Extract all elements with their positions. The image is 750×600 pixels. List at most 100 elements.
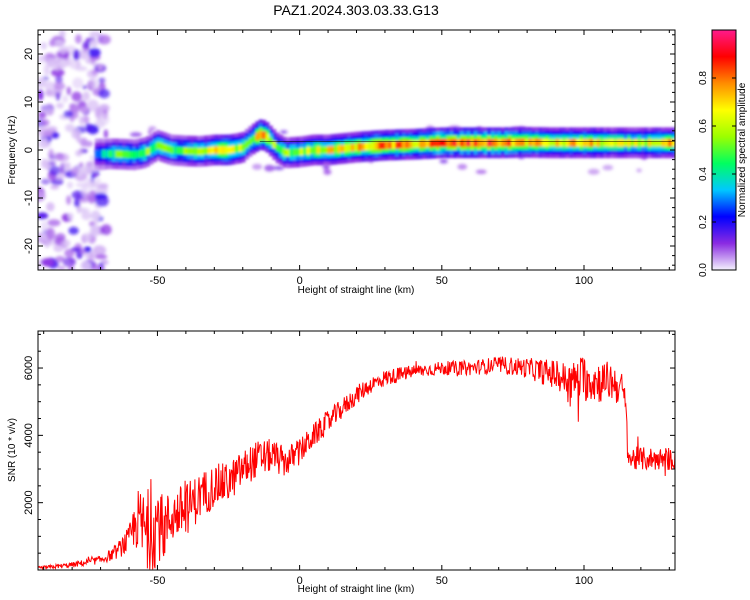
spectrogram-ridge-cell <box>514 138 519 147</box>
spectrogram-noise-cell <box>45 89 53 97</box>
spectrogram-ridge-cell <box>146 147 151 156</box>
spectrogram-ylabel: Frequency (Hz) <box>7 116 18 185</box>
spectrogram-noise-cell <box>38 190 46 202</box>
spectrogram-ridge-cell <box>381 141 386 150</box>
spectrogram-ridge-cell <box>224 146 229 154</box>
spectrogram-ridge-cell <box>316 146 321 154</box>
spectrogram-ticks: -50 0 50 100 -20 -10 0 10 20 <box>23 30 675 287</box>
spectrogram-ridge-cell <box>419 140 424 148</box>
x-tick-label: 100 <box>575 575 593 587</box>
spectrogram-ridge-cell <box>354 143 359 151</box>
spectrogram-ridge-cell <box>521 138 526 147</box>
spectrogram-ridge-cell <box>528 138 533 147</box>
spectrogram-noise-cell <box>44 242 50 248</box>
spectrogram-noise-cell <box>40 42 48 50</box>
spectrogram-ridge-cell <box>180 146 185 155</box>
spectrogram-noise-cell <box>59 84 66 90</box>
spectrogram-noise-cell <box>68 264 75 270</box>
spectrogram-ridge-cell <box>101 150 106 158</box>
spectrogram-noise-cell <box>56 102 64 109</box>
spectrogram-ridge-cell <box>296 148 301 156</box>
spectrogram-noise-cell <box>41 158 48 169</box>
spectrogram-ridge-cell <box>234 144 239 153</box>
y-tick-label: 10 <box>23 96 35 108</box>
spectrogram-ridge-cell <box>384 141 389 149</box>
spectrogram-noise-cell <box>49 165 61 176</box>
spectrogram-ridge-cell <box>497 139 502 147</box>
spectrogram-ridge-cell <box>504 138 509 147</box>
spectrogram-ridge-cell <box>361 142 366 151</box>
spectrogram-noise-cell <box>55 175 64 181</box>
spectrogram-ridge-cell <box>176 146 181 155</box>
spectrogram-noise-cell <box>95 178 101 184</box>
spectrogram-ridge-cell <box>115 150 120 158</box>
spectrogram-noise-cell <box>58 45 69 54</box>
spectrogram-ridge-cell <box>309 146 314 155</box>
spectrogram-ridge-cell <box>135 150 140 159</box>
x-tick-label: 0 <box>297 575 303 587</box>
spectrogram-noise-cell <box>602 164 614 171</box>
spectrogram-noise-cell <box>40 105 54 113</box>
spectrogram-ridge-cell <box>480 139 485 147</box>
spectrogram-ridge-cell <box>425 139 430 148</box>
spectrogram-noise-cell <box>59 30 66 39</box>
spectrogram-ridge-cell <box>340 144 345 153</box>
spectrogram-noise-cell <box>92 245 107 256</box>
spectrogram-ridge-cell <box>108 150 113 158</box>
spectrogram-noise-cell <box>68 226 79 235</box>
spectrogram-noise-cell <box>97 113 110 126</box>
spectrogram-noise-cell <box>97 63 104 71</box>
spectrogram-ridge-cell <box>576 139 580 147</box>
colorbar-tick-label: 0.2 <box>698 215 709 229</box>
spectrogram-noise-cell <box>71 91 82 102</box>
x-tick-label: 0 <box>297 275 303 287</box>
spectrogram-noise-cell <box>70 167 79 176</box>
spectrogram-ridge-cell <box>303 147 307 156</box>
spectrogram-ridge-cell <box>122 150 127 159</box>
spectrogram-ridge-cell <box>125 150 130 159</box>
spectrogram-noise-cell <box>90 189 95 199</box>
spectrogram-ridge-cell <box>463 139 468 147</box>
snr-ticks: -50 0 50 100 2000 4000 6000 <box>23 331 675 587</box>
spectrogram-ridge-cell <box>477 139 482 147</box>
spectrogram-noise-cell <box>40 221 48 232</box>
spectrogram-ridge-cell <box>163 143 168 152</box>
spectrogram-ridge-cell <box>142 148 147 157</box>
spectrogram-ridge-cell <box>511 138 516 147</box>
colorbar-gradient <box>712 30 736 270</box>
spectrogram-ridge-cell <box>268 137 273 145</box>
spectrogram-noise-cell <box>88 252 96 262</box>
spectrogram-noise-cell <box>38 238 50 244</box>
spectrogram-noise-cell <box>69 59 81 70</box>
spectrogram-noise-cell <box>81 207 87 214</box>
spectrogram-noise-cell <box>98 82 106 90</box>
spectrogram-ridge-cell <box>197 147 202 156</box>
spectrogram-ridge-cell <box>333 145 338 154</box>
spectrogram-ridge-cell <box>347 144 352 152</box>
snr-ylabel: SNR (10 * v/v) <box>7 418 18 482</box>
spectrogram-noise-cell <box>46 227 56 240</box>
spectrogram-ridge-cell <box>422 139 427 148</box>
spectrogram-ridge-cell <box>132 150 137 159</box>
spectrogram-panel: -50 0 50 100 -20 -10 0 10 20 Height of straight … <box>7 29 676 296</box>
spectrogram-ridge-cell <box>490 139 495 147</box>
spectrogram-noise-cell <box>86 69 99 79</box>
spectrogram-ridge-cell <box>507 138 512 147</box>
spectrogram-ridge-cell <box>613 139 618 147</box>
spectrogram-ridge-cell <box>262 131 267 140</box>
spectrogram-ridge-cell <box>200 147 205 156</box>
colorbar-tick-label: 0.4 <box>698 167 709 181</box>
spectrogram-noise-cell <box>83 232 92 243</box>
spectrogram-ridge-cell <box>644 139 649 147</box>
spectrogram-ridge-cell <box>654 139 659 147</box>
spectrogram-ridge-cell <box>149 145 154 153</box>
spectrogram-ridge-cell <box>330 145 335 154</box>
spectrogram-noise-cell <box>51 132 60 139</box>
spectrogram-noise-cell <box>84 178 96 190</box>
spectrogram-ridge-cell <box>214 146 219 154</box>
spectrogram-noise-cell <box>55 233 66 241</box>
spectrogram-noise-cell <box>94 217 99 226</box>
x-tick-label: 50 <box>436 275 448 287</box>
colorbar-ticks: 0.0 0.2 0.4 0.6 0.8 <box>698 71 736 277</box>
spectrogram-ridge-cell <box>344 144 348 153</box>
